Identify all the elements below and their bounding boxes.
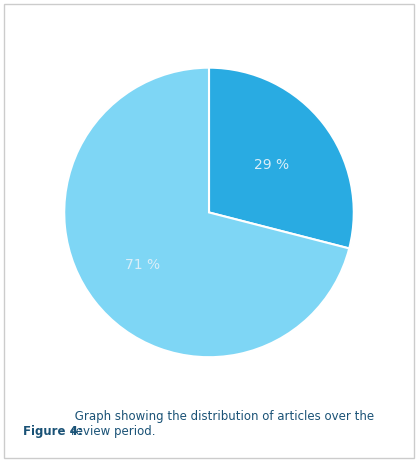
Text: Figure 4:: Figure 4: (23, 425, 83, 438)
Wedge shape (64, 69, 349, 357)
Wedge shape (209, 69, 354, 249)
Text: Graph showing the distribution of articles over the
review period.: Graph showing the distribution of articl… (71, 410, 374, 438)
Text: 71 %: 71 % (125, 257, 160, 271)
Text: 29 %: 29 % (254, 157, 290, 171)
